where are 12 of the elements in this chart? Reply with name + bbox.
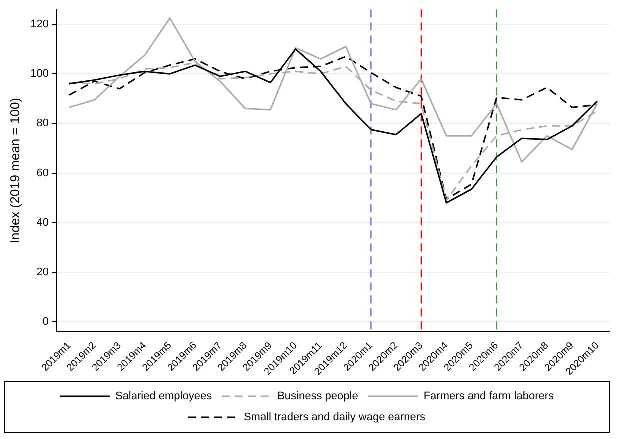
y-tick-label: 80	[36, 118, 49, 130]
legend-label: Small traders and daily wage earners	[244, 412, 426, 424]
y-tick-label: 100	[30, 68, 49, 80]
y-tick-label: 40	[36, 216, 49, 229]
legend-label: Farmers and farm laborers	[424, 390, 555, 403]
y-tick-label: 20	[36, 266, 49, 279]
y-tick-label: 0	[42, 316, 49, 328]
y-tick-label: 120	[30, 18, 49, 31]
y-tick-label: 60	[36, 167, 49, 180]
legend-label: Business people	[278, 390, 358, 403]
y-axis-title: Index (2019 mean = 100)	[7, 98, 22, 244]
legend-label: Salaried employees	[115, 390, 213, 403]
